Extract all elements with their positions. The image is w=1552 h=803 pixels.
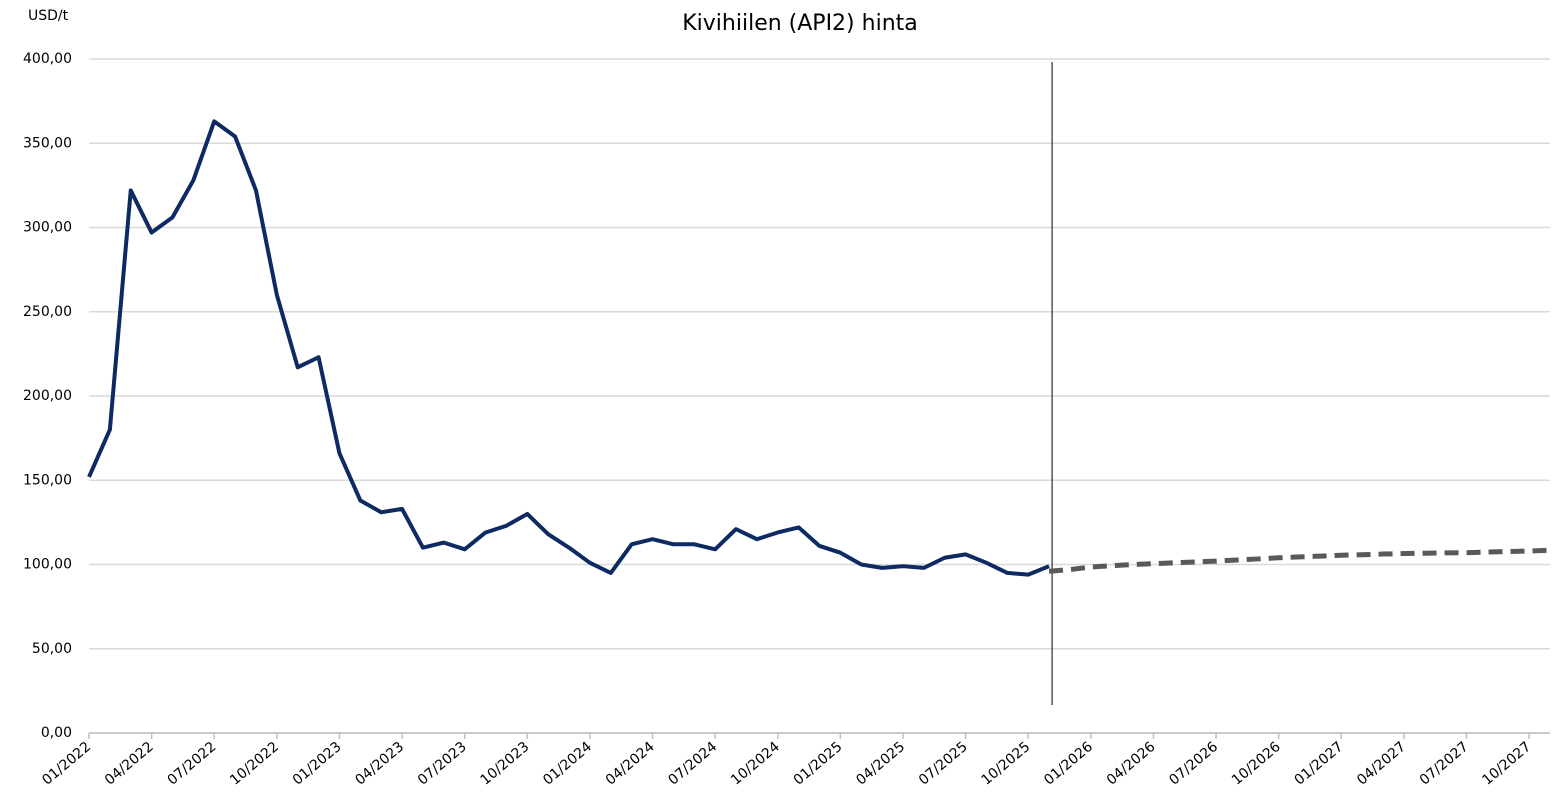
x-tick-label: 07/2022 xyxy=(165,739,220,789)
y-tick-label: 50,00 xyxy=(32,641,72,657)
y-tick-label: 200,00 xyxy=(23,388,72,404)
x-tick-label: 01/2022 xyxy=(39,739,94,789)
line-series xyxy=(1048,547,1551,574)
y-tick-label: 100,00 xyxy=(23,557,72,573)
x-tick-label: 10/2023 xyxy=(478,739,533,789)
y-tick-label: 150,00 xyxy=(23,472,72,488)
chart-title: Kivihiilen (API2) hinta xyxy=(682,11,918,36)
x-tick-label: 04/2027 xyxy=(1354,739,1409,789)
y-tick-label: 400,00 xyxy=(23,51,72,67)
x-tick-label: 07/2023 xyxy=(415,739,470,789)
y-axis-label: USD/t xyxy=(28,8,69,24)
x-tick-label: 07/2027 xyxy=(1417,739,1472,789)
line-series xyxy=(87,119,1050,577)
x-tick-label: 01/2027 xyxy=(1292,739,1347,789)
x-tick-label: 01/2025 xyxy=(791,739,846,789)
x-tick-label: 04/2022 xyxy=(102,739,157,789)
y-tick-label: 250,00 xyxy=(23,304,72,320)
x-tick-label: 10/2027 xyxy=(1479,739,1534,789)
y-tick-label: 350,00 xyxy=(23,135,72,151)
y-tick-label: 0,00 xyxy=(41,725,72,741)
x-tick-label: 04/2025 xyxy=(853,739,908,789)
x-tick-label: 01/2023 xyxy=(290,739,345,789)
y-tick-label: 300,00 xyxy=(23,220,72,236)
x-tick-label: 04/2026 xyxy=(1104,739,1159,789)
x-tick-label: 10/2024 xyxy=(728,739,783,789)
x-tick-label: 07/2024 xyxy=(665,739,720,789)
x-tick-label: 04/2024 xyxy=(603,739,658,789)
x-tick-label: 07/2026 xyxy=(1166,739,1221,789)
x-tick-label: 07/2025 xyxy=(916,739,971,789)
x-tick-label: 10/2025 xyxy=(979,739,1034,789)
x-tick-label: 01/2024 xyxy=(540,739,595,789)
x-tick-label: 10/2022 xyxy=(227,739,282,789)
x-tick-label: 01/2026 xyxy=(1041,739,1096,789)
x-tick-label: 04/2023 xyxy=(352,739,407,789)
x-tick-label: 10/2026 xyxy=(1229,739,1284,789)
